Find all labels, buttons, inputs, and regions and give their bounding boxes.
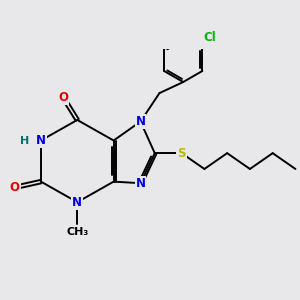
Text: N: N: [36, 134, 46, 147]
Text: O: O: [10, 181, 20, 194]
Text: S: S: [177, 147, 186, 160]
Text: Cl: Cl: [204, 31, 217, 44]
Text: N: N: [136, 115, 146, 128]
Text: H: H: [20, 136, 29, 146]
Text: N: N: [136, 177, 146, 190]
Text: O: O: [58, 91, 68, 104]
Text: CH₃: CH₃: [66, 227, 88, 237]
Text: N: N: [72, 196, 82, 209]
